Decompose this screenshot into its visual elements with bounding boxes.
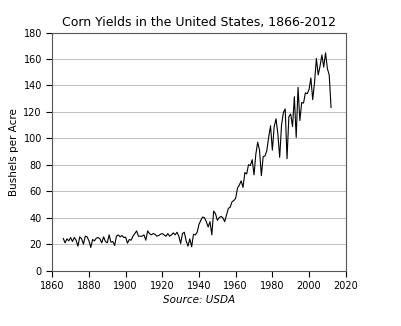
X-axis label: Source: USDA: Source: USDA — [162, 295, 235, 305]
Title: Corn Yields in the United States, 1866-2012: Corn Yields in the United States, 1866-2… — [62, 16, 335, 29]
Y-axis label: Bushels per Acre: Bushels per Acre — [9, 108, 19, 196]
